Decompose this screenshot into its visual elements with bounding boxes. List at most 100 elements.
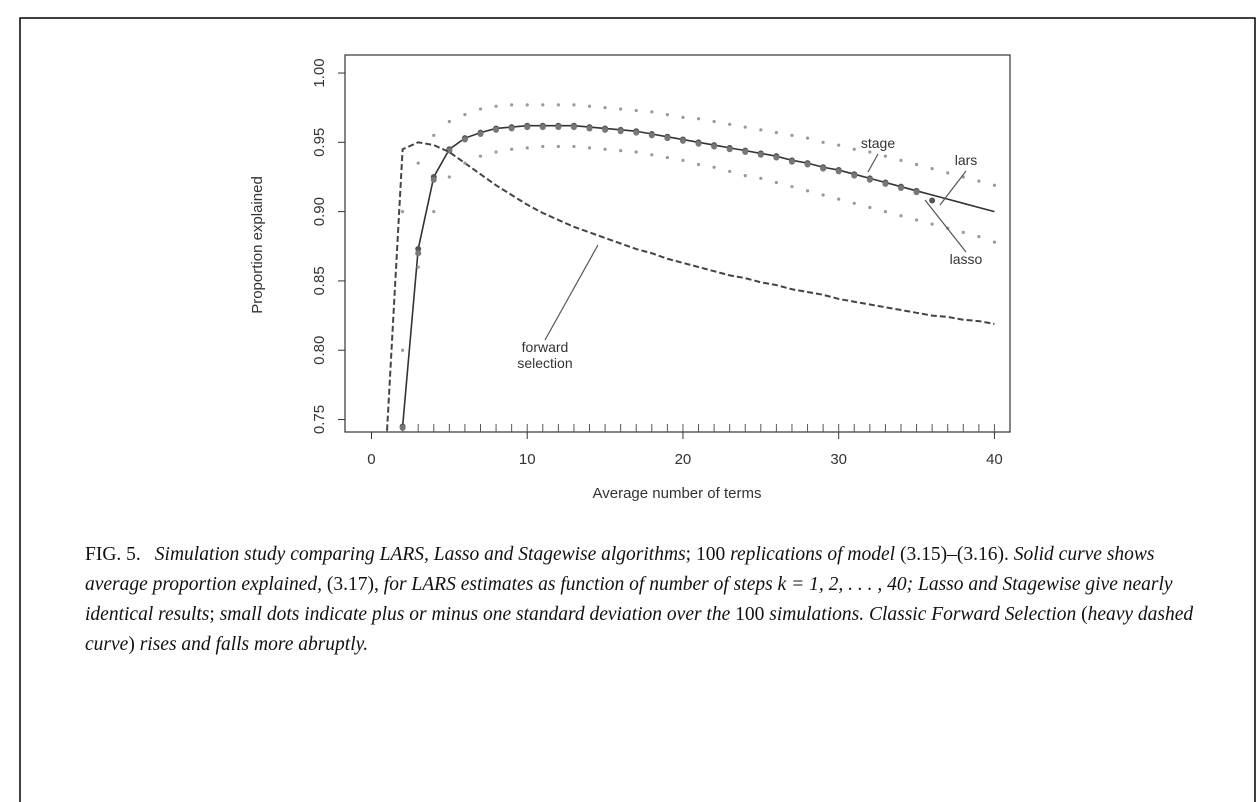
annotation-arrow	[544, 244, 599, 341]
frame	[19, 17, 1256, 802]
point	[430, 176, 437, 183]
x-tick-label: 40	[986, 451, 1003, 468]
sd-dot	[401, 348, 405, 352]
y-tick-label: 0.75	[311, 405, 328, 434]
sd-dot	[992, 183, 997, 187]
point	[897, 185, 904, 192]
y-tick-label: 0.80	[311, 336, 328, 365]
sd-dot	[401, 210, 405, 214]
caption-text: for LARS estimates as function of number…	[85, 574, 1173, 625]
sd-dot	[837, 143, 841, 147]
point	[726, 146, 733, 153]
sd-dot	[619, 149, 623, 153]
point	[633, 129, 640, 136]
sd-dot	[510, 147, 514, 151]
sd-dot	[478, 154, 483, 158]
point	[851, 172, 858, 179]
figure-label: FIG. 5.	[85, 544, 141, 565]
point	[477, 131, 484, 138]
x-axis-label: Average number of terms	[593, 485, 762, 502]
sd-dot	[821, 140, 825, 144]
annotation-line: selection	[517, 355, 572, 371]
point	[524, 124, 531, 131]
sd-dot	[541, 144, 545, 149]
dashed-line	[386, 141, 995, 431]
x-tick-label: 20	[675, 451, 692, 468]
point	[929, 197, 936, 204]
sd-dot	[883, 210, 888, 214]
sd-dot	[930, 167, 934, 171]
caption-text: )	[128, 634, 140, 655]
annotation-arrow	[924, 199, 967, 253]
point	[415, 246, 422, 253]
sd-dot	[634, 108, 638, 113]
annotation: forward selection	[517, 339, 572, 371]
sd-dot	[712, 119, 716, 124]
point	[399, 424, 406, 431]
annotation-arrow	[939, 170, 967, 206]
x-tick-label: 0	[367, 451, 375, 468]
x-tick-label: 10	[519, 451, 536, 468]
sd-dot	[868, 205, 872, 210]
caption-text: rises and falls more abruptly.	[139, 634, 369, 655]
sd-dot	[432, 133, 436, 137]
annotation: stage	[861, 135, 895, 151]
caption-text: small dots indicate plus or minus one st…	[219, 604, 736, 625]
point	[555, 124, 562, 131]
sd-dot	[572, 103, 576, 107]
point	[415, 250, 422, 257]
caption-text: simulations. Classic Forward Selection	[769, 604, 1082, 625]
sd-dot	[977, 234, 981, 239]
point	[648, 132, 655, 139]
caption-text: (3.15)–(3.16).	[899, 544, 1014, 565]
sd-dot	[416, 265, 420, 269]
sd-dot	[805, 189, 810, 193]
sd-dot	[961, 230, 965, 235]
sd-dot	[432, 210, 436, 214]
caption-text: ;	[209, 604, 220, 625]
point	[804, 161, 811, 168]
sd-dot	[603, 147, 607, 151]
sd-dot	[525, 146, 529, 150]
point	[882, 180, 889, 187]
point	[508, 125, 515, 132]
sd-dot	[977, 179, 981, 183]
sd-dot	[868, 150, 872, 154]
caption-text: (3.17),	[326, 574, 384, 595]
sd-dot	[899, 158, 903, 162]
x-tick-label: 30	[830, 451, 847, 468]
sd-dot	[743, 125, 747, 129]
point	[493, 126, 500, 133]
sd-dot	[852, 201, 856, 205]
caption-text: ; 100	[685, 544, 731, 565]
caption-text: heavy dashed curve	[85, 604, 1194, 655]
point	[757, 151, 764, 158]
solid-line	[401, 124, 995, 427]
sd-dot	[634, 150, 638, 154]
sd-dot	[416, 161, 420, 165]
point	[617, 128, 624, 135]
sd-dot	[759, 128, 763, 132]
point	[773, 154, 780, 161]
sd-dot	[650, 153, 654, 157]
sd-dot	[650, 110, 654, 114]
point	[539, 124, 546, 131]
sd-dot	[572, 144, 576, 149]
sd-dot	[837, 197, 841, 201]
sd-dot	[681, 158, 685, 162]
caption-text: 100	[735, 604, 770, 625]
point	[664, 135, 671, 142]
y-tick-label: 1.00	[311, 58, 328, 87]
point	[695, 140, 702, 147]
sd-dot	[510, 103, 514, 107]
sd-dot	[790, 185, 794, 189]
point	[835, 168, 842, 175]
sd-dot	[447, 175, 451, 179]
caption-text: Simulation study comparing LARS, Lasso a…	[154, 544, 686, 565]
sd-dot	[587, 104, 592, 108]
sd-dot	[463, 161, 467, 165]
caption: FIG. 5. Simulation study comparing LARS, …	[85, 540, 1200, 660]
sd-dot	[790, 133, 794, 137]
